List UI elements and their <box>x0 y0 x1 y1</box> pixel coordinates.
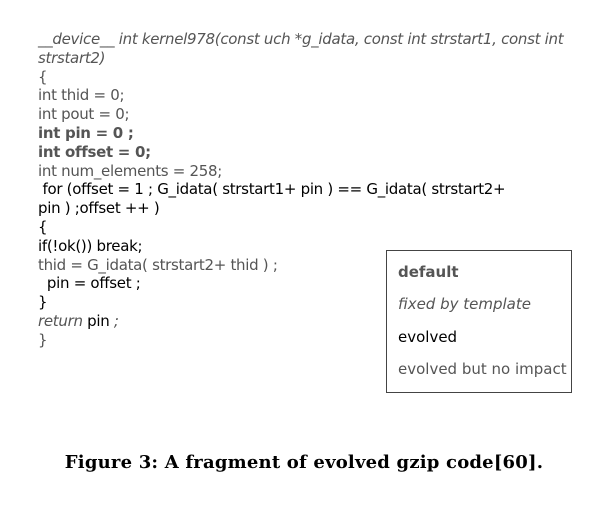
code-token: int pin = 0 ; <box>38 123 134 142</box>
code-token: pin <box>82 311 114 330</box>
code-line: return pin ; <box>38 312 578 331</box>
code-line: pin ) ;offset ++ ) <box>38 199 578 218</box>
code-token: if(!ok()) break; <box>38 236 143 255</box>
code-token: __device__ int kernel978(const uch *g_id… <box>38 30 564 48</box>
code-line: int pout = 0; <box>38 105 578 124</box>
code-fragment: __device__ int kernel978(const uch *g_id… <box>38 30 578 350</box>
code-token: } <box>38 330 48 349</box>
legend-item-fixed-by-template: fixed by template <box>398 295 531 313</box>
code-line: } <box>38 331 578 350</box>
code-line: __device__ int kernel978(const uch *g_id… <box>38 30 578 49</box>
code-token: return <box>38 311 83 330</box>
code-token: pin = offset ; <box>38 274 141 293</box>
code-token: ; <box>113 311 119 330</box>
code-line: for (offset = 1 ; G_idata( strstart1+ pi… <box>38 180 578 199</box>
code-line: { <box>38 68 578 87</box>
code-line: int pin = 0 ; <box>38 124 578 143</box>
code-line: int thid = 0; <box>38 86 578 105</box>
legend-item-evolved-no-impact: evolved but no impact <box>398 360 567 378</box>
code-line: } <box>38 293 578 312</box>
code-token: strstart2) <box>38 48 106 67</box>
code-token: } <box>38 293 48 312</box>
code-line: pin = offset ; <box>38 274 578 293</box>
code-line: int offset = 0; <box>38 143 578 162</box>
legend-item-default: default <box>398 263 459 281</box>
code-token: { <box>38 217 48 236</box>
code-line: int num_elements = 258; <box>38 162 578 181</box>
legend-box: default fixed by template evolved evolve… <box>386 250 572 393</box>
code-token: int pout = 0; <box>38 105 130 124</box>
code-token: int num_elements = 258; <box>38 161 223 180</box>
code-token: { <box>38 67 48 86</box>
code-line: { <box>38 218 578 237</box>
code-token: for (offset = 1 ; G_idata( strstart1+ pi… <box>38 180 506 199</box>
code-token: int thid = 0; <box>38 86 125 105</box>
figure-caption: Figure 3: A fragment of evolved gzip cod… <box>64 452 544 473</box>
code-line: if(!ok()) break; <box>38 237 578 256</box>
legend-item-evolved: evolved <box>398 328 458 346</box>
code-token: thid = G_idata( strstart2+ thid ) ; <box>38 255 278 274</box>
code-line: strstart2) <box>38 49 578 68</box>
code-token: int offset = 0; <box>38 142 151 161</box>
code-token: pin ) ;offset ++ ) <box>38 199 160 218</box>
code-line: thid = G_idata( strstart2+ thid ) ; <box>38 256 578 275</box>
